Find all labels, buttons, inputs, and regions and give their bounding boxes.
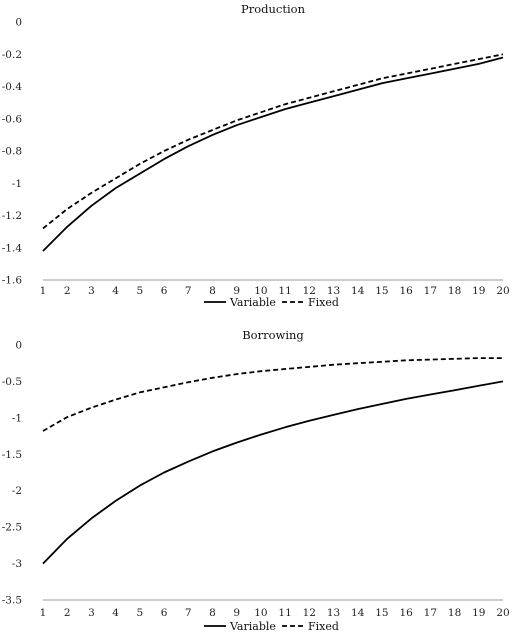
x-tick-label: 12 — [303, 607, 316, 619]
series-line-variable — [42, 56, 504, 252]
y-tick-label: 0 — [15, 340, 22, 352]
y-tick-label: -0.5 — [2, 376, 22, 388]
x-tick-label: 20 — [496, 285, 509, 297]
x-tick-label: 15 — [375, 607, 388, 619]
legend: Variable Fixed — [204, 620, 339, 633]
x-tick-label: 17 — [424, 607, 437, 619]
y-tick-label: -1.4 — [2, 242, 23, 254]
legend: Variable Fixed — [204, 296, 339, 309]
y-tick-label: -1.5 — [2, 449, 22, 461]
x-tick-label: 16 — [399, 285, 413, 297]
x-tick-label: 11 — [278, 607, 291, 619]
x-tick-label: 3 — [88, 285, 95, 297]
x-tick-label: 17 — [424, 285, 437, 297]
x-tick-label: 13 — [327, 607, 340, 619]
legend-label-fixed: Fixed — [308, 296, 339, 309]
chart-title: Production — [241, 2, 306, 16]
x-tick-label: 18 — [448, 607, 461, 619]
y-tick-label: -1.6 — [2, 275, 23, 287]
x-tick-label: 5 — [136, 607, 143, 619]
x-tick-label: 12 — [303, 285, 316, 297]
x-tick-label: 9 — [233, 607, 240, 619]
series-line-fixed — [42, 53, 504, 230]
y-tick-label: -2.5 — [2, 522, 22, 534]
y-tick-label: -1 — [12, 178, 22, 190]
y-tick-label: -0.2 — [2, 49, 22, 61]
chart-title: Borrowing — [242, 328, 304, 342]
borrowing-chart: Borrowing 0-0.5-1-1.5-2-2.5-3-3.51 2 3 4 5 6 7… — [2, 328, 510, 633]
y-tick-label: -0.6 — [2, 113, 23, 125]
x-tick-label: 14 — [351, 607, 365, 619]
x-tick-label: 8 — [209, 285, 216, 297]
legend-label-variable: Variable — [229, 296, 276, 309]
x-tick-label: 19 — [472, 607, 485, 619]
x-tick-label: 15 — [375, 285, 388, 297]
y-tick-label: 0 — [15, 17, 22, 29]
x-tick-label: 19 — [472, 285, 485, 297]
x-tick-label: 1 — [40, 285, 47, 297]
y-tick-label: -1.2 — [2, 210, 22, 222]
x-tick-label: 2 — [64, 607, 71, 619]
x-tick-label: 4 — [112, 607, 119, 619]
x-tick-label: 7 — [185, 607, 192, 619]
x-tick-label: 6 — [161, 607, 168, 619]
x-tick-label: 20 — [496, 607, 509, 619]
x-tick-label: 9 — [233, 285, 240, 297]
x-tick-label: 10 — [254, 607, 267, 619]
series-line-fixed — [42, 357, 503, 432]
legend-label-fixed: Fixed — [308, 620, 339, 633]
x-tick-label: 2 — [64, 285, 71, 297]
x-tick-label: 14 — [351, 285, 365, 297]
x-tick-label: 7 — [185, 285, 192, 297]
y-tick-label: -2 — [12, 485, 22, 497]
x-tick-label: 8 — [209, 607, 216, 619]
legend-label-variable: Variable — [229, 620, 276, 633]
x-tick-label: 4 — [112, 285, 119, 297]
x-tick-label: 3 — [88, 607, 95, 619]
x-tick-label: 18 — [448, 285, 461, 297]
y-tick-label: -0.8 — [2, 146, 22, 158]
x-tick-label: 5 — [136, 285, 143, 297]
series-line-variable — [42, 380, 504, 565]
x-tick-label: 16 — [399, 607, 413, 619]
x-tick-label: 10 — [254, 285, 267, 297]
y-tick-label: -3 — [12, 558, 22, 570]
x-tick-label: 1 — [40, 607, 47, 619]
y-tick-label: -0.4 — [2, 81, 23, 93]
x-tick-label: 13 — [327, 285, 340, 297]
x-tick-label: 11 — [278, 285, 291, 297]
y-tick-label: -1 — [12, 412, 22, 424]
y-tick-label: -3.5 — [2, 595, 22, 607]
production-chart: Production 0 -0.2 -0.4 -0.6 -0.8 -1 -1.2 -1.4 -1… — [2, 2, 510, 309]
x-tick-label: 6 — [161, 285, 168, 297]
